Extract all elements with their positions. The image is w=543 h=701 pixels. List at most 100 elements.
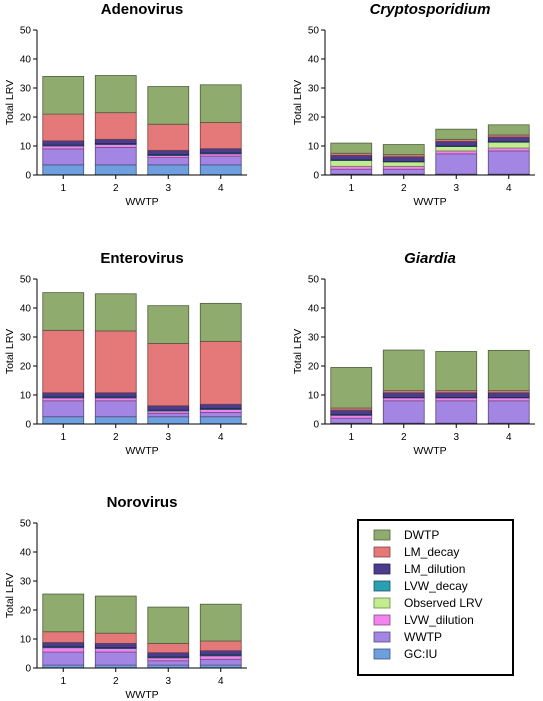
bar-segment-lvw-dilution [42, 397, 85, 402]
x-tick-label: 1 [60, 676, 66, 687]
bar-segment-dwtp [435, 128, 478, 140]
bar-segment-dwtp [330, 142, 373, 154]
chart-title: Giardia [404, 250, 456, 267]
bar-segment-lvw-dilution [330, 165, 373, 170]
bar-segment-dwtp [199, 84, 242, 123]
legend-swatch-dwtp [373, 529, 391, 541]
bar-segment-gc-iu [147, 416, 190, 425]
bar-segment-wwtp [94, 400, 137, 418]
bar-segment-gc-iu [199, 416, 242, 425]
bar-segment-observed-lrv [435, 146, 478, 152]
bar-segment-dwtp [94, 75, 137, 114]
legend-label-observed-lrv: Observed LRV [404, 596, 483, 610]
bar-segment-gc-iu [94, 416, 137, 425]
y-tick-label: 30 [20, 333, 32, 344]
y-tick-label: 20 [20, 113, 32, 124]
legend-label-wwtp: WWTP [404, 630, 442, 644]
bar-segment-lm-dilution [435, 140, 478, 147]
bar-segment-lm-decay [42, 329, 85, 394]
bar-segment-dwtp [382, 349, 425, 392]
bar-segment-lm-dilution [42, 642, 85, 648]
bar-segment-lvw-dilution [382, 397, 425, 402]
bar-segment-lm-decay [199, 122, 242, 150]
bar-segment-lm-decay [199, 640, 242, 652]
bar-segment-lm-dilution [487, 136, 530, 143]
x-tick-label: 4 [218, 432, 224, 443]
bar-segment-dwtp [42, 76, 85, 115]
x-axis-label: WWTP [125, 445, 158, 457]
bar-segment-lvw-dilution [487, 397, 530, 402]
x-tick-label: 4 [218, 183, 224, 194]
legend-label-gc-iu: GC:IU [404, 647, 437, 661]
y-tick-label: 20 [308, 113, 320, 124]
bar-segment-wwtp [42, 148, 85, 166]
legend-swatch-wwtp [373, 631, 391, 643]
y-tick-label: 50 [20, 519, 32, 530]
bar-segment-lvw-dilution [382, 165, 425, 170]
bar-segment-lm-dilution [42, 140, 85, 146]
bar-segment-observed-lrv [487, 141, 530, 149]
bar-segment-wwtp [147, 157, 190, 166]
x-tick-label: 2 [113, 183, 119, 194]
y-tick-label: 30 [308, 84, 320, 95]
y-tick-label: 50 [20, 275, 32, 286]
chart-title: Norovirus [107, 494, 178, 511]
bar-segment-dwtp [382, 144, 425, 156]
bar-segment-observed-lrv [382, 161, 425, 167]
x-tick-label: 3 [165, 183, 171, 194]
bar-segment-lm-dilution [330, 154, 373, 161]
legend-label-lvw-decay: LVW_decay [404, 579, 468, 593]
y-axis-label: Total LRV [4, 80, 16, 125]
x-axis-label: WWTP [125, 196, 158, 208]
y-tick-label: 50 [308, 275, 320, 286]
y-tick-label: 50 [308, 26, 320, 37]
bar-segment-lm-decay [42, 631, 85, 643]
y-tick-label: 30 [20, 577, 32, 588]
y-tick-label: 20 [308, 362, 320, 373]
bar-segment-lvw-dilution [94, 648, 137, 653]
bar-segment-gc-iu [94, 164, 137, 176]
y-axis-label: Total LRV [292, 80, 304, 125]
bar-segment-lvw-dilution [199, 409, 242, 413]
legend-label-dwtp: DWTP [404, 528, 439, 542]
x-tick-label: 4 [506, 183, 512, 194]
y-tick-label: 40 [20, 548, 32, 559]
bar-segment-wwtp [199, 155, 242, 166]
legend-label-lm-dilution: LM_dilution [404, 562, 465, 576]
y-tick-label: 0 [25, 664, 31, 675]
x-tick-label: 3 [165, 676, 171, 687]
bar-segment-lvw-dilution [147, 657, 190, 662]
y-tick-label: 40 [308, 55, 320, 66]
y-tick-label: 10 [20, 142, 32, 153]
bar-segment-lm-dilution [382, 392, 425, 398]
bar-segment-dwtp [487, 349, 530, 392]
bar-segment-lvw-dilution [435, 397, 478, 402]
legend-swatch-observed-lrv [373, 597, 391, 609]
chart-title: Enterovirus [100, 250, 183, 267]
legend-swatch-lm-decay [373, 546, 391, 558]
legend: DWTP LM_decay LM_dilution LVW_decay Observed… [357, 519, 514, 676]
x-tick-label: 2 [113, 432, 119, 443]
x-axis-label: WWTP [413, 196, 446, 208]
bar-segment-lm-dilution [199, 148, 242, 154]
y-tick-label: 30 [20, 84, 32, 95]
bar-segment-lm-decay [147, 342, 190, 407]
x-tick-label: 2 [113, 676, 119, 687]
bar-segment-lm-decay [42, 113, 85, 142]
bar-segment-lvw-dilution [435, 150, 478, 155]
bar-segment-lm-decay [94, 330, 137, 394]
bar-segment-dwtp [435, 351, 478, 392]
bar-segment-lm-decay [94, 112, 137, 140]
bar-segment-gc-iu [147, 164, 190, 176]
bar-segment-lvw-dilution [330, 414, 373, 419]
bar-segment-wwtp [147, 412, 190, 418]
x-tick-label: 2 [401, 183, 407, 194]
legend-swatch-lvw-decay [373, 580, 391, 592]
bar-segment-lm-dilution [147, 652, 190, 658]
y-tick-label: 0 [313, 420, 319, 431]
bar-segment-lm-dilution [330, 409, 373, 416]
bar-segment-lvw-dilution [42, 145, 85, 150]
bar-segment-lm-decay [147, 642, 190, 654]
